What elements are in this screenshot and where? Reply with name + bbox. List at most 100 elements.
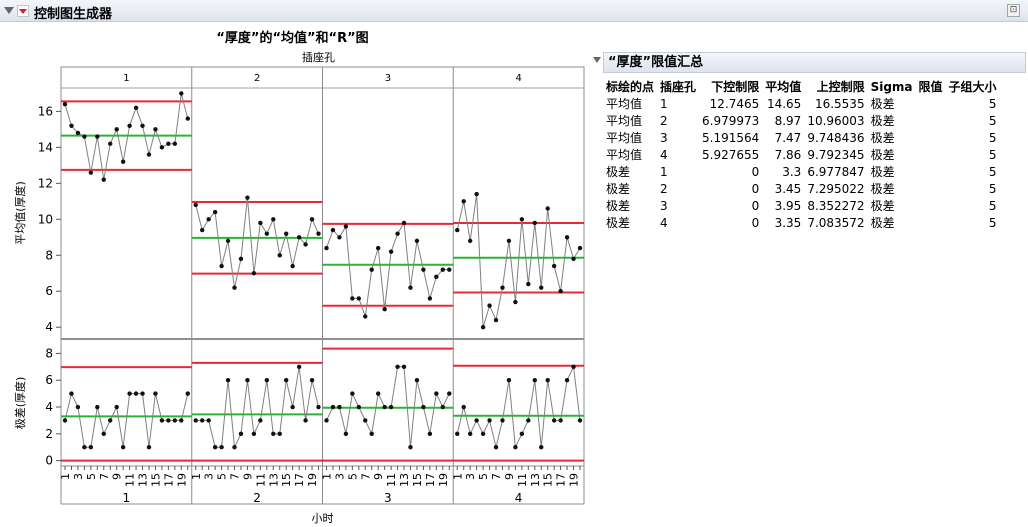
- summary-cell: 9.748436: [807, 130, 865, 145]
- phase-axis-label-bottom: 3: [384, 491, 392, 505]
- summary-title: “厚度”限值汇总: [603, 52, 1026, 73]
- mean-data-point: [343, 224, 349, 229]
- summary-cell: 极差: [870, 199, 895, 213]
- range-data-point: [539, 445, 544, 450]
- mean-data-point: [551, 263, 557, 269]
- range-data-point: [232, 445, 237, 450]
- mean-data-point: [455, 227, 460, 233]
- summary-row: 极差 4 0 3.35 7.083572 极差 5: [603, 214, 1000, 231]
- mean-data-point: [363, 314, 368, 319]
- x-tick-label: 19: [175, 473, 188, 487]
- phase-axis-label-bottom: 4: [515, 491, 523, 505]
- mean-data-point: [487, 303, 492, 308]
- mean-data-point: [271, 217, 276, 222]
- mean-data-point: [447, 267, 452, 272]
- summary-cell: 极差: [870, 97, 895, 111]
- summary-row: 平均值 4 5.927655 7.86 9.792345 极差 5: [603, 146, 1000, 163]
- red-triangle-menu-icon[interactable]: [17, 5, 29, 17]
- range-ytick-label: 6: [45, 373, 53, 387]
- mean-data-point: [493, 317, 499, 323]
- summary-cell: 平均值: [606, 97, 643, 111]
- range-data-point: [577, 418, 583, 423]
- mean-data-point: [264, 231, 270, 236]
- range-data-point: [166, 418, 171, 423]
- summary-cell: 9.792345: [807, 147, 865, 162]
- summary-cell: 5: [988, 130, 997, 145]
- mean-data-point: [179, 91, 184, 96]
- summary-cell: 0: [751, 181, 760, 196]
- mean-data-point: [408, 285, 413, 290]
- collapse-triangle-icon[interactable]: [4, 7, 14, 14]
- range-data-point: [69, 391, 74, 396]
- range-ylabel: 极差(厚度): [13, 377, 27, 430]
- summary-col-header: 标绘的点: [606, 80, 655, 94]
- mean-data-point: [434, 274, 439, 280]
- summary-cell: 2: [660, 113, 668, 128]
- pin-icon[interactable]: ⊡: [1007, 4, 1020, 17]
- x-tick-label: 17: [162, 473, 175, 487]
- range-data-point: [408, 445, 413, 450]
- summary-cell: 极差: [870, 165, 895, 179]
- range-data-point: [212, 445, 218, 450]
- phase-header-label: 4: [515, 73, 521, 84]
- summary-row: 平均值 1 12.7465 14.65 16.5535 极差 5: [603, 95, 1000, 112]
- x-axis-label: 小时: [312, 512, 334, 525]
- summary-cell: 极差: [870, 131, 895, 145]
- mean-data-point: [303, 242, 308, 247]
- x-tick-label: 1: [59, 473, 72, 480]
- summary-cell: 5: [988, 198, 997, 213]
- x-tick-label: 11: [124, 473, 137, 487]
- mean-data-point: [440, 267, 445, 272]
- x-tick-label: 15: [411, 473, 424, 487]
- range-data-point: [363, 418, 368, 423]
- summary-row: 极差 1 0 3.3 6.977847 极差 5: [603, 163, 1000, 180]
- mean-data-point: [166, 141, 171, 146]
- mean-data-point: [577, 245, 583, 251]
- range-series-line: [195, 366, 319, 450]
- range-data-point: [375, 391, 381, 396]
- range-series-line: [326, 366, 450, 448]
- mean-data-point: [290, 263, 295, 269]
- summary-cell: 10.96003: [807, 113, 865, 128]
- mean-data-point: [532, 220, 537, 226]
- mean-ytick-label: 10: [38, 212, 53, 226]
- range-data-point: [401, 364, 407, 370]
- x-tick-label: 15: [542, 473, 555, 487]
- range-series-line: [456, 365, 581, 450]
- range-data-point: [519, 431, 525, 437]
- summary-collapse-icon[interactable]: [593, 57, 601, 63]
- mean-data-point: [219, 263, 224, 269]
- chart-title: “厚度”的“均值”和“R”图: [216, 30, 368, 46]
- control-chart-builder-header: 控制图生成器 ⊡: [0, 0, 1028, 22]
- summary-cell: 7.47: [774, 130, 802, 145]
- x-tick-label: 9: [241, 473, 254, 480]
- mean-ytick-label: 14: [38, 140, 53, 154]
- mean-data-point: [140, 123, 145, 128]
- mean-data-point: [101, 177, 106, 182]
- summary-cell: [916, 146, 946, 163]
- x-tick-label: 15: [280, 473, 293, 487]
- range-data-point: [487, 418, 492, 423]
- mean-data-point: [421, 267, 426, 272]
- mean-data-point: [120, 159, 126, 164]
- range-data-point: [467, 431, 473, 437]
- range-data-point: [500, 418, 505, 423]
- summary-cell: 0: [751, 215, 760, 230]
- x-tick-label: 3: [203, 473, 216, 480]
- x-tick-label: 5: [216, 473, 229, 480]
- range-data-point: [277, 431, 282, 437]
- range-data-point: [330, 404, 336, 410]
- range-data-point: [369, 431, 374, 437]
- mean-data-point: [108, 141, 113, 146]
- range-ytick-label: 4: [45, 400, 53, 414]
- mean-data-point: [388, 249, 394, 254]
- x-tick-label: 17: [424, 473, 437, 487]
- summary-cell: 极差: [870, 114, 895, 128]
- mean-data-point: [330, 227, 336, 233]
- range-data-point: [153, 391, 158, 396]
- mean-data-point: [127, 123, 132, 128]
- range-data-point: [82, 445, 87, 450]
- mean-data-point: [500, 285, 505, 290]
- mean-data-point: [382, 307, 387, 312]
- mean-data-point: [564, 235, 570, 240]
